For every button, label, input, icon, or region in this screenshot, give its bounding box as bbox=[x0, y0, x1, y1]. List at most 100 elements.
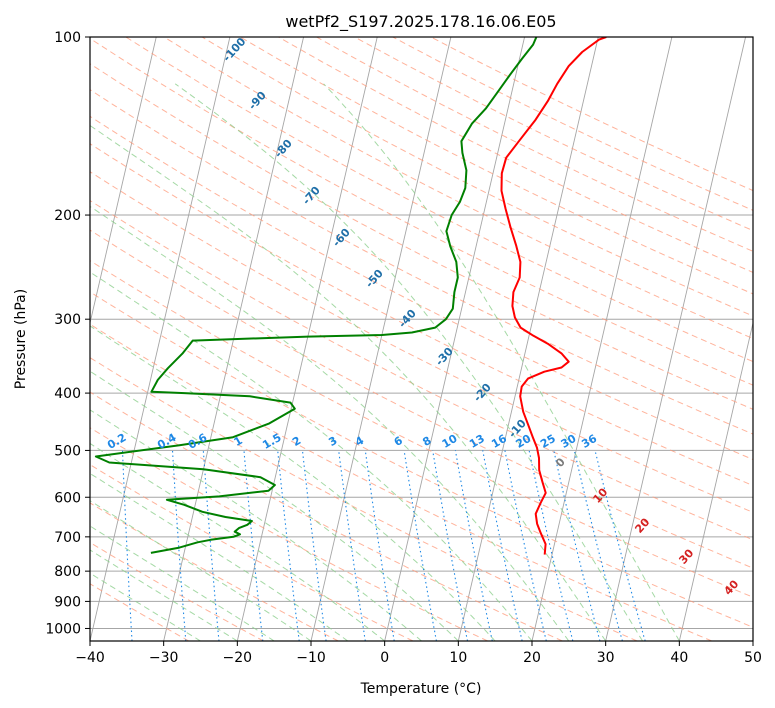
dry-adiabat bbox=[90, 37, 753, 386]
mixing-ratio-label: 6 bbox=[392, 434, 405, 449]
mixing-ratio-label: 4 bbox=[353, 434, 366, 449]
moist-adiabat bbox=[90, 572, 201, 641]
x-tick-label: −40 bbox=[75, 650, 105, 666]
isotherm-line bbox=[457, 37, 599, 641]
dry-adiabat bbox=[90, 291, 753, 628]
x-tick-label: 20 bbox=[523, 650, 541, 666]
isotherm-line bbox=[678, 320, 753, 641]
moist-adiabat bbox=[90, 500, 312, 641]
dry-adiabat bbox=[90, 199, 753, 541]
y-tick-label: 400 bbox=[54, 386, 81, 402]
dry-adiabat-label: 20 bbox=[632, 515, 652, 535]
moist-adiabat bbox=[90, 370, 459, 641]
moist-adiabat bbox=[174, 83, 643, 641]
y-axis: 100 200 300 400 500 600 700 800 900 1000 bbox=[45, 30, 90, 637]
dry-adiabat bbox=[90, 502, 339, 641]
isotherm-label: -90 bbox=[246, 89, 269, 113]
isotherm-line bbox=[384, 37, 526, 641]
moist-adiabat bbox=[90, 409, 422, 641]
temperature-profile bbox=[500, 37, 607, 555]
moist-adiabat bbox=[90, 325, 496, 641]
x-tick-label: 10 bbox=[449, 650, 467, 666]
dry-adiabat bbox=[90, 464, 414, 641]
dry-adiabat-label: 30 bbox=[676, 546, 696, 566]
profiles bbox=[94, 37, 607, 555]
mixing-ratio-line bbox=[454, 450, 493, 641]
dry-adiabat bbox=[90, 260, 753, 598]
dewpoint-profile bbox=[94, 37, 538, 554]
mixing-ratio-line bbox=[482, 450, 523, 641]
isotherm-label: -40 bbox=[396, 307, 419, 331]
dry-adiabat bbox=[90, 143, 753, 487]
dry-adiabat bbox=[392, 37, 753, 211]
mixing-ratio-label: 0.6 bbox=[186, 431, 210, 452]
moist-adiabat bbox=[323, 83, 680, 641]
mixing-ratio-label: 1 bbox=[232, 434, 245, 449]
x-tick-label: 40 bbox=[670, 650, 688, 666]
mixing-ratio-label: 1.5 bbox=[260, 431, 283, 452]
mixing-ratio-line bbox=[243, 450, 264, 641]
mixing-ratio-line bbox=[553, 450, 601, 641]
y-tick-label: 300 bbox=[54, 312, 81, 328]
plot-frame bbox=[89, 36, 754, 642]
y-tick-label: 800 bbox=[54, 564, 81, 580]
mixing-ratio-line bbox=[171, 450, 187, 641]
y-tick-label: 1000 bbox=[45, 621, 81, 637]
y-tick-label: 500 bbox=[54, 443, 81, 459]
isotherm-line bbox=[90, 37, 157, 325]
moist-adiabat bbox=[90, 271, 533, 641]
y-tick-label: 700 bbox=[54, 530, 81, 546]
mixing-ratio-label: 36 bbox=[579, 432, 599, 451]
mixing-ratio-line bbox=[338, 450, 366, 641]
x-axis-label: Temperature (°C) bbox=[360, 681, 482, 697]
mixing-ratio-label: 3 bbox=[326, 434, 339, 449]
moist-adiabat bbox=[90, 442, 385, 641]
x-tick-label: 50 bbox=[744, 650, 762, 666]
moist-adiabat bbox=[90, 549, 238, 641]
dry-adiabat bbox=[90, 171, 753, 513]
mixing-ratio-line bbox=[573, 450, 623, 641]
isotherm-label: -50 bbox=[363, 267, 386, 291]
isotherm-line bbox=[310, 37, 452, 641]
moist-adiabat bbox=[90, 472, 349, 641]
mixing-ratio-line bbox=[403, 450, 437, 641]
background-lines bbox=[0, 37, 753, 641]
mixing-ratio-line bbox=[121, 450, 133, 641]
isotherm-line bbox=[0, 37, 9, 641]
x-tick-label: −20 bbox=[223, 650, 253, 666]
dry-adiabat bbox=[90, 63, 753, 410]
mixing-ratio-line bbox=[301, 450, 327, 641]
x-axis: −40 −30 −20 −10 0 10 20 30 40 50 bbox=[75, 641, 762, 666]
y-axis-label: Pressure (hPa) bbox=[13, 289, 29, 389]
dry-adiabat bbox=[90, 357, 638, 641]
isotherm-label: -70 bbox=[300, 184, 323, 208]
dry-adiabat bbox=[90, 115, 753, 461]
y-tick-label: 900 bbox=[54, 594, 81, 610]
dry-adiabat bbox=[90, 391, 563, 641]
y-tick-label: 100 bbox=[54, 30, 81, 46]
moist-adiabat bbox=[90, 124, 607, 641]
moist-adiabat bbox=[90, 525, 275, 641]
y-tick-label: 200 bbox=[54, 208, 81, 224]
isotherm-line bbox=[605, 37, 747, 641]
dry-adiabat bbox=[90, 229, 753, 569]
isotherm-label: -60 bbox=[330, 226, 353, 250]
mixing-ratio-line bbox=[594, 450, 646, 641]
mixing-ratio-line bbox=[277, 450, 300, 641]
isotherm-line bbox=[236, 37, 378, 641]
mixing-ratio-line bbox=[364, 450, 395, 641]
dry-adiabat bbox=[430, 37, 753, 192]
dry-adiabat bbox=[163, 37, 753, 340]
dry-adiabat bbox=[90, 89, 753, 435]
isotherm-line bbox=[752, 639, 753, 641]
dry-adiabat bbox=[90, 583, 190, 641]
y-tick-label: 600 bbox=[54, 490, 81, 506]
x-tick-label: −10 bbox=[296, 650, 326, 666]
dry-adiabat bbox=[90, 323, 712, 641]
x-tick-label: −30 bbox=[149, 650, 179, 666]
isotherm-line bbox=[90, 37, 231, 641]
moist-adiabat bbox=[90, 205, 570, 641]
dry-adiabat-label: 10 bbox=[590, 485, 610, 505]
mixing-ratio-line bbox=[202, 450, 220, 641]
